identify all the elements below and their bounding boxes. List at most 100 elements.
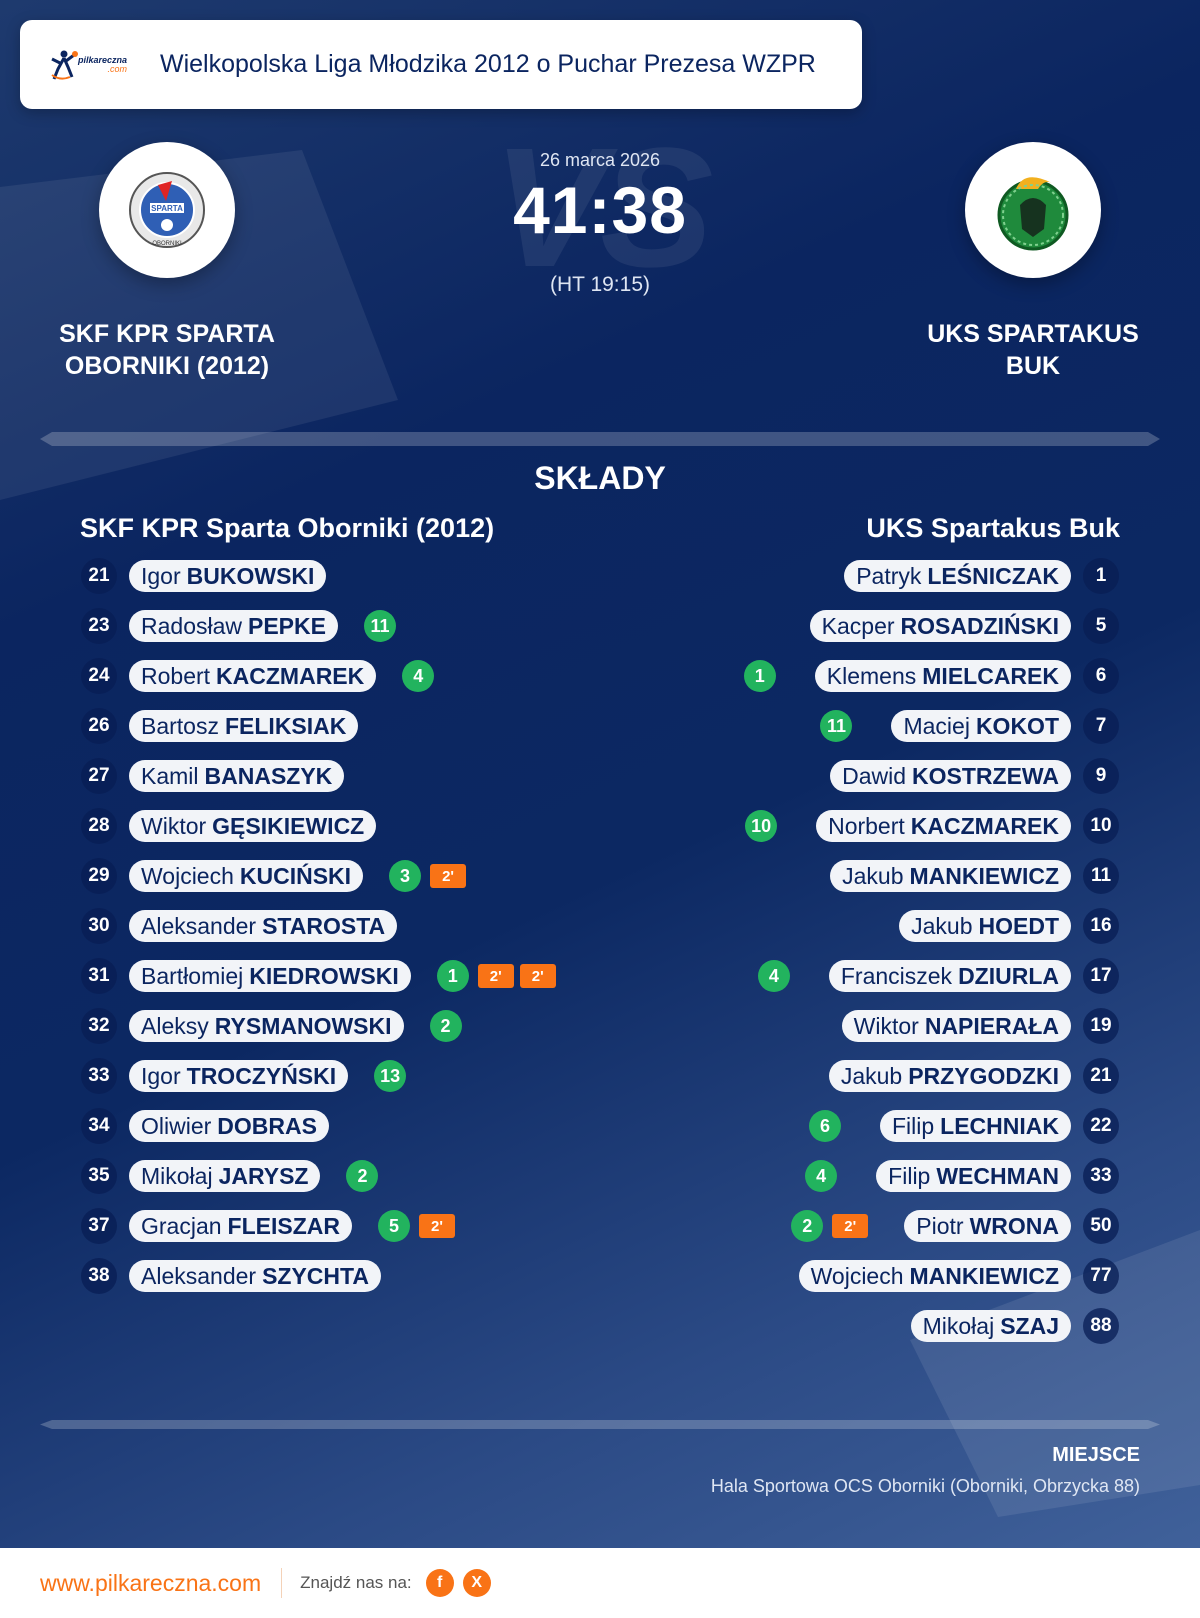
player-first-name: Wiktor xyxy=(853,1012,919,1039)
player-row[interactable]: 23 Radosław PEPKE 11 xyxy=(81,608,399,644)
player-stats: 4 xyxy=(805,1160,840,1192)
jersey-number: 88 xyxy=(1083,1308,1119,1344)
player-name[interactable]: Wiktor NAPIERAŁA xyxy=(841,1010,1071,1042)
player-row[interactable]: 28 Wiktor GĘSIKIEWICZ xyxy=(81,808,377,844)
player-name[interactable]: Igor BUKOWSKI xyxy=(129,560,327,592)
player-name[interactable]: Aleksy RYSMANOWSKI xyxy=(129,1010,404,1042)
away-team-name-line1: UKS SPARTAKUS xyxy=(927,320,1139,348)
player-first-name: Patryk xyxy=(856,562,922,589)
player-name[interactable]: Filip LECHNIAK xyxy=(879,1110,1071,1142)
player-first-name: Franciszek xyxy=(840,962,953,989)
player-last-name: STAROSTA xyxy=(262,912,386,939)
player-row[interactable]: 26 Bartosz FELIKSIAK xyxy=(81,708,359,744)
player-row[interactable]: 10 Norbert KACZMAREK 10 xyxy=(745,808,1119,844)
player-last-name: DZIURLA xyxy=(958,962,1059,989)
player-first-name: Filip xyxy=(888,1162,931,1189)
player-name[interactable]: Dawid KOSTRZEWA xyxy=(830,760,1071,792)
player-name[interactable]: Franciszek DZIURLA xyxy=(828,960,1071,992)
competition-header: pilkareczna .com Wielkopolska Liga Młodzi… xyxy=(20,20,862,109)
player-row[interactable]: 50 Piotr WRONA 2 2' xyxy=(791,1208,1119,1244)
player-first-name: Kacper xyxy=(821,612,895,639)
player-name[interactable]: Jakub PRZYGODZKI xyxy=(828,1060,1071,1092)
player-row[interactable]: 29 Wojciech KUCIŃSKI 3 2' xyxy=(81,858,467,894)
player-stats: 6 xyxy=(808,1110,844,1142)
player-row[interactable]: 30 Aleksander STAROSTA xyxy=(81,908,398,944)
player-row[interactable]: 21 Jakub PRZYGODZKI xyxy=(828,1058,1119,1094)
away-team-logo[interactable] xyxy=(965,142,1101,278)
player-name[interactable]: Aleksander STAROSTA xyxy=(129,910,398,942)
player-name[interactable]: Piotr WRONA xyxy=(904,1210,1071,1242)
halftime-score: (HT 19:15) xyxy=(550,273,650,296)
player-row[interactable]: 24 Robert KACZMAREK 4 xyxy=(81,658,437,694)
goals-badge: 2 xyxy=(429,1010,462,1042)
player-row[interactable]: 17 Franciszek DZIURLA 4 xyxy=(757,958,1119,994)
player-row[interactable]: 33 Igor TROCZYŃSKI 13 xyxy=(81,1058,409,1094)
player-name[interactable]: Norbert KACZMAREK xyxy=(816,810,1071,842)
player-row[interactable]: 27 Kamil BANASZYK xyxy=(81,758,345,794)
player-name[interactable]: Jakub MANKIEWICZ xyxy=(830,860,1071,892)
player-name[interactable]: Filip WECHMAN xyxy=(876,1160,1071,1192)
goals-badge: 1 xyxy=(436,960,469,992)
player-name[interactable]: Wojciech MANKIEWICZ xyxy=(798,1260,1071,1292)
player-last-name: HOEDT xyxy=(978,912,1060,939)
goals-badge: 11 xyxy=(820,710,853,742)
player-name[interactable]: Robert KACZMAREK xyxy=(129,660,377,692)
player-name[interactable]: Aleksander SZYCHTA xyxy=(129,1260,381,1292)
player-row[interactable]: 37 Gracjan FLEISZAR 5 2' xyxy=(81,1208,455,1244)
player-row[interactable]: 1 Patryk LEŚNICZAK xyxy=(844,558,1119,594)
player-name[interactable]: Oliwier DOBRAS xyxy=(129,1110,329,1142)
player-row[interactable]: 32 Aleksy RYSMANOWSKI 2 xyxy=(81,1008,465,1044)
player-name[interactable]: Kacper ROSADZIŃSKI xyxy=(809,610,1071,642)
jersey-number: 32 xyxy=(81,1008,117,1044)
facebook-icon[interactable]: f xyxy=(425,1569,454,1597)
away-team-name[interactable]: UKS SPARTAKUS BUK xyxy=(883,318,1183,382)
home-lineup-heading: SKF KPR Sparta Oborniki (2012) xyxy=(80,513,495,543)
player-name[interactable]: Patryk LEŚNICZAK xyxy=(844,560,1071,592)
player-name[interactable]: Maciej KOKOT xyxy=(891,710,1071,742)
player-last-name: KOSTRZEWA xyxy=(912,762,1059,789)
player-row[interactable]: 77 Wojciech MANKIEWICZ xyxy=(798,1258,1119,1294)
player-row[interactable]: 5 Kacper ROSADZIŃSKI xyxy=(809,608,1119,644)
goals-badge: 2 xyxy=(346,1160,379,1192)
player-row[interactable]: 38 Aleksander SZYCHTA xyxy=(81,1258,381,1294)
player-row[interactable]: 11 Jakub MANKIEWICZ xyxy=(830,858,1119,894)
player-row[interactable]: 9 Dawid KOSTRZEWA xyxy=(830,758,1119,794)
player-name[interactable]: Bartosz FELIKSIAK xyxy=(129,710,359,742)
player-row[interactable]: 7 Maciej KOKOT 11 xyxy=(820,708,1119,744)
player-name[interactable]: Bartłomiej KIEDROWSKI xyxy=(129,960,411,992)
jersey-number: 28 xyxy=(81,808,117,844)
player-stats: 1 xyxy=(743,660,779,692)
goals-badge: 2 xyxy=(791,1210,824,1242)
jersey-number: 16 xyxy=(1083,908,1119,944)
player-name[interactable]: Igor TROCZYŃSKI xyxy=(129,1060,349,1092)
player-first-name: Dawid xyxy=(842,762,907,789)
divider xyxy=(40,432,1160,446)
player-name[interactable]: Wiktor GĘSIKIEWICZ xyxy=(129,810,377,842)
player-row[interactable]: 33 Filip WECHMAN 4 xyxy=(805,1158,1119,1194)
x-icon[interactable]: X xyxy=(462,1569,491,1597)
player-name[interactable]: Wojciech KUCIŃSKI xyxy=(129,860,364,892)
player-row[interactable]: 16 Jakub HOEDT xyxy=(899,908,1119,944)
home-team-logo[interactable]: SPARTA OBORNIKI xyxy=(99,142,235,278)
player-name[interactable]: Jakub HOEDT xyxy=(899,910,1071,942)
player-first-name: Igor xyxy=(141,562,181,589)
player-name[interactable]: Kamil BANASZYK xyxy=(129,760,345,792)
player-row[interactable]: 21 Igor BUKOWSKI xyxy=(81,558,327,594)
player-row[interactable]: 88 Mikołaj SZAJ xyxy=(910,1308,1119,1344)
player-name[interactable]: Mikołaj JARYSZ xyxy=(129,1160,321,1192)
player-name[interactable]: Gracjan FLEISZAR xyxy=(129,1210,352,1242)
player-name[interactable]: Mikołaj SZAJ xyxy=(910,1310,1071,1342)
divider xyxy=(40,1420,1160,1429)
home-team-name[interactable]: SKF KPR SPARTA OBORNIKI (2012) xyxy=(17,318,317,382)
player-row[interactable]: 22 Filip LECHNIAK 6 xyxy=(808,1108,1119,1144)
player-row[interactable]: 31 Bartłomiej KIEDROWSKI 1 2' 2' xyxy=(81,958,556,994)
player-name[interactable]: Radosław PEPKE xyxy=(129,610,338,642)
player-row[interactable]: 6 Klemens MIELCAREK 1 xyxy=(743,658,1119,694)
penalty-badge: 2' xyxy=(419,1214,455,1238)
brand-logo[interactable]: pilkareczna .com xyxy=(50,49,142,81)
player-name[interactable]: Klemens MIELCAREK xyxy=(814,660,1071,692)
player-row[interactable]: 34 Oliwier DOBRAS xyxy=(81,1108,329,1144)
player-row[interactable]: 35 Mikołaj JARYSZ 2 xyxy=(81,1158,381,1194)
website-link[interactable]: www.pilkareczna.com xyxy=(40,1569,262,1596)
player-row[interactable]: 19 Wiktor NAPIERAŁA xyxy=(841,1008,1119,1044)
